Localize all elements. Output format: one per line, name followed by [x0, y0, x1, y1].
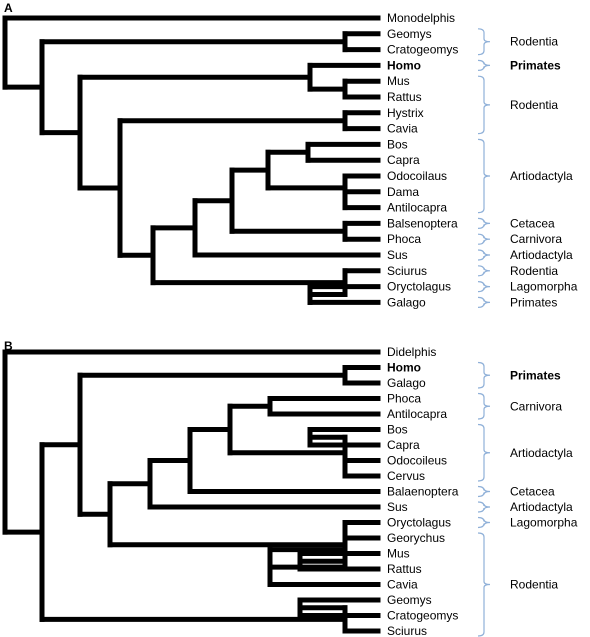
order-label: Cetacea — [510, 485, 555, 499]
order-label: Artiodactyla — [510, 169, 573, 183]
taxon-label: Phoca — [387, 392, 421, 406]
taxon-label: Homo — [387, 361, 421, 375]
order-label: Rodentia — [510, 264, 558, 278]
order-label: Primates — [510, 58, 561, 72]
clade-brace — [477, 392, 491, 420]
clade-brace — [477, 138, 491, 214]
taxon-label: Oryctolagus — [387, 280, 451, 294]
taxon-label: Rattus — [387, 562, 422, 576]
clade-brace — [477, 233, 491, 245]
taxon-label: Antilocapra — [387, 407, 447, 421]
order-label: Rodentia — [510, 578, 558, 592]
taxon-label: Balsenoptera — [387, 216, 458, 230]
taxon-label: Sciurus — [387, 264, 427, 278]
order-label: Primates — [510, 295, 557, 309]
taxon-label: Cratogeomys — [387, 609, 458, 623]
taxon-label: Mus — [387, 547, 410, 561]
taxon-label: Rattus — [387, 90, 422, 104]
taxon-label: Bos — [387, 137, 408, 151]
clade-brace — [477, 485, 491, 498]
taxon-label: Georychus — [387, 531, 445, 545]
order-label: Lagomorpha — [510, 516, 578, 530]
taxon-label: Sus — [387, 500, 408, 514]
order-label: Rodentia — [510, 98, 558, 112]
taxon-label: Cervus — [387, 469, 425, 483]
order-label: Lagomorpha — [510, 280, 578, 294]
taxon-label: Capra — [387, 153, 420, 167]
clade-brace — [477, 296, 491, 308]
taxon-label: Balaenoptera — [387, 485, 459, 499]
taxon-label: Didelphis — [387, 345, 436, 359]
taxon-label: Geomys — [387, 27, 432, 41]
panel-b-label: B — [4, 339, 13, 353]
clade-brace — [477, 361, 491, 389]
order-label: Artiodactyla — [510, 248, 573, 262]
order-label: Carnivora — [510, 399, 562, 413]
taxon-label: Antilocapra — [387, 201, 447, 215]
taxon-label: Mus — [387, 74, 410, 88]
taxon-label: Phoca — [387, 232, 421, 246]
taxon-label: Cavia — [387, 122, 418, 136]
taxon-label: Bos — [387, 423, 408, 437]
clade-brace — [477, 249, 491, 261]
taxon-label: Galago — [387, 376, 426, 390]
taxon-label: Hystrix — [387, 106, 424, 120]
order-label: Primates — [510, 368, 561, 382]
order-label: Artiodactyla — [510, 446, 573, 460]
clade-brace — [477, 59, 491, 71]
taxon-label: Capra — [387, 438, 420, 452]
clade-brace — [477, 501, 491, 513]
taxon-label: Sciurus — [387, 624, 427, 637]
clade-brace — [477, 217, 491, 229]
clade-brace — [477, 75, 491, 135]
clade-brace — [477, 265, 491, 277]
taxon-label: Cratogeomys — [387, 43, 458, 57]
clade-brace — [477, 28, 491, 56]
clade-brace — [477, 281, 491, 293]
panel-a-label: A — [4, 1, 13, 15]
order-label: Carnivora — [510, 232, 562, 246]
taxon-label: Dama — [387, 185, 419, 199]
taxon-label: Oryctolagus — [387, 516, 451, 530]
order-label: Cetacea — [510, 216, 555, 230]
taxon-label: Monodelphis — [387, 11, 455, 25]
clade-brace — [477, 532, 491, 637]
taxon-label: Geomys — [387, 593, 432, 607]
clade-brace — [477, 516, 491, 529]
order-label: Rodentia — [510, 35, 558, 49]
taxon-label: Cavia — [387, 578, 418, 592]
order-label: Artiodactyla — [510, 500, 573, 514]
taxon-label: Odocoilaus — [387, 169, 447, 183]
clade-brace — [477, 423, 491, 482]
taxon-label: Sus — [387, 248, 408, 262]
taxon-label: Homo — [387, 58, 421, 72]
taxon-label: Odocoileus — [387, 454, 447, 468]
taxon-label: Galago — [387, 295, 426, 309]
